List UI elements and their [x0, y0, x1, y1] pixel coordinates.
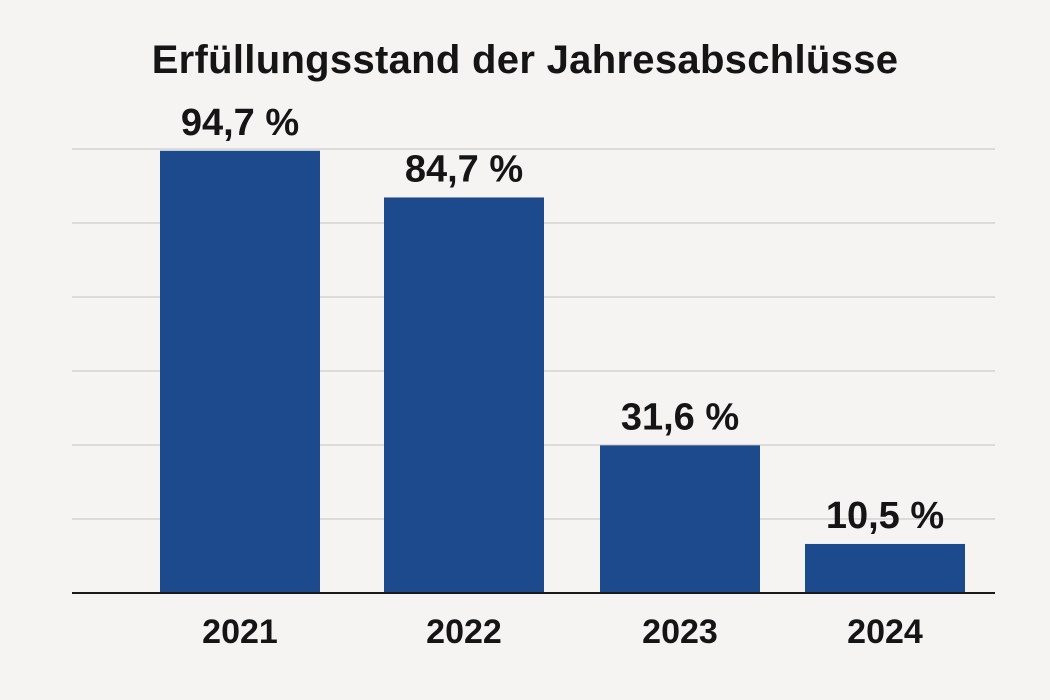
data-label-2023: 31,6 %: [621, 396, 739, 438]
bar-2022: [384, 197, 544, 594]
x-tick-label-2022: 2022: [426, 613, 502, 651]
data-label-2022: 84,7 %: [405, 148, 523, 190]
data-label-2021: 94,7 %: [181, 102, 299, 144]
bar-2024: [805, 543, 965, 593]
x-tick-label-2023: 2023: [642, 613, 718, 651]
bar-2021: [160, 150, 320, 593]
data-label-2024: 10,5 %: [826, 495, 944, 537]
x-tick-labels: 2021 2022 2023 2024: [202, 613, 923, 651]
bar-2023: [600, 445, 760, 593]
chart-title: Erfüllungsstand der Jahresabschlüsse: [151, 38, 899, 82]
bars: [160, 150, 965, 594]
x-tick-label-2024: 2024: [847, 613, 923, 651]
x-tick-label-2021: 2021: [202, 613, 278, 651]
data-labels: 94,7 % 84,7 % 31,6 % 10,5 %: [181, 102, 944, 537]
